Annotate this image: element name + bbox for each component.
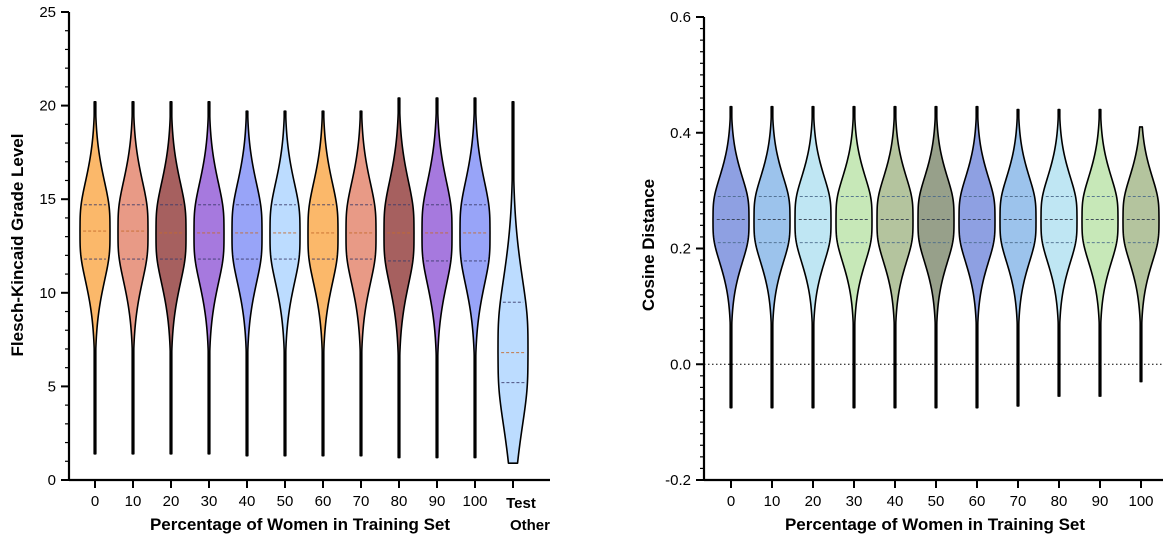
cosine-y-axis-title: Cosine Distance [639, 179, 658, 311]
x-tick-label: 10 [764, 493, 781, 510]
x-tick-label: 10 [125, 493, 142, 510]
fk-extra-category-line2: Other [510, 517, 550, 534]
violin-60 [958, 105, 996, 409]
x-tick-label: 80 [1051, 493, 1068, 510]
fk-y-axis-title: Flesch-Kincaid Grade Level [8, 134, 27, 357]
violin-70 [999, 108, 1037, 407]
fk-grade-violin-chart: 0 5 10 15 20 25 0 10 20 30 40 50 60 70 80 90 100 Flesch… [8, 4, 550, 534]
x-tick-label: 20 [805, 493, 822, 510]
x-tick-label: 30 [846, 493, 863, 510]
violin-test-other [497, 101, 529, 464]
x-tick-label: 50 [277, 493, 294, 510]
violin-40 [231, 110, 263, 457]
fk-y-axis: 0 5 10 15 20 25 [39, 4, 71, 489]
y-tick-label: 10 [39, 285, 56, 302]
x-tick-label: 90 [429, 493, 446, 510]
y-tick-label: -0.2 [665, 472, 691, 489]
x-tick-label: 40 [239, 493, 256, 510]
x-tick-label: 80 [391, 493, 408, 510]
x-tick-label: 40 [887, 493, 904, 510]
fk-plot-area [79, 97, 529, 464]
x-tick-label: 30 [201, 493, 218, 510]
fk-x-axis: 0 10 20 30 40 50 60 70 80 90 100 [69, 478, 550, 510]
violin-0 [712, 105, 750, 409]
violin-100 [1122, 126, 1160, 383]
violin-0 [79, 101, 111, 455]
x-tick-label: 90 [1092, 493, 1109, 510]
y-tick-label: 0.4 [670, 125, 691, 142]
x-tick-label: 0 [91, 493, 99, 510]
violin-90 [1081, 108, 1119, 397]
y-tick-label: 25 [39, 4, 56, 21]
cosine-x-axis: 0 10 20 30 40 50 60 70 80 90 100 [704, 478, 1163, 510]
x-tick-label: 70 [1010, 493, 1027, 510]
y-tick-label: 0.6 [670, 9, 691, 26]
cosine-plot-area [704, 105, 1163, 409]
violin-30 [835, 105, 873, 409]
cosine-y-axis: -0.2 0.0 0.2 0.4 0.6 [665, 9, 706, 489]
violin-90 [421, 97, 453, 459]
x-tick-label: 50 [928, 493, 945, 510]
violin-20 [794, 105, 832, 409]
violin-60 [307, 110, 339, 457]
cosine-distance-violin-chart: -0.20.00.20.40.6 0 10 20 30 40 50 60 70 80 90 100 … [639, 9, 1163, 534]
violin-50 [269, 110, 301, 457]
violin-20 [155, 101, 187, 455]
violin-40 [876, 105, 914, 409]
violin-50 [917, 105, 955, 409]
x-tick-label: 100 [462, 493, 487, 510]
violin-80 [383, 97, 415, 459]
fk-extra-category-line1: Test [506, 495, 536, 512]
x-tick-label: 100 [1128, 493, 1153, 510]
x-tick-label: 20 [163, 493, 180, 510]
y-tick-label: 5 [48, 378, 56, 395]
x-tick-label: 60 [969, 493, 986, 510]
cosine-x-axis-title: Percentage of Women in Training Set [785, 515, 1085, 534]
x-tick-label: 60 [315, 493, 332, 510]
violin-10 [753, 105, 791, 409]
y-tick-label: 0 [48, 472, 56, 489]
y-tick-label: 0.0 [670, 356, 691, 373]
y-tick-label: 0.2 [670, 241, 691, 258]
y-tick-label: 15 [39, 191, 56, 208]
violin-30 [193, 101, 225, 455]
violin-80 [1040, 108, 1078, 397]
x-tick-label: 0 [727, 493, 735, 510]
violin-10 [117, 101, 149, 455]
violin-70 [345, 110, 377, 457]
x-tick-label: 70 [353, 493, 370, 510]
y-tick-label: 20 [39, 98, 56, 115]
violin-100 [459, 97, 491, 459]
fk-x-axis-title: Percentage of Women in Training Set [150, 515, 450, 534]
